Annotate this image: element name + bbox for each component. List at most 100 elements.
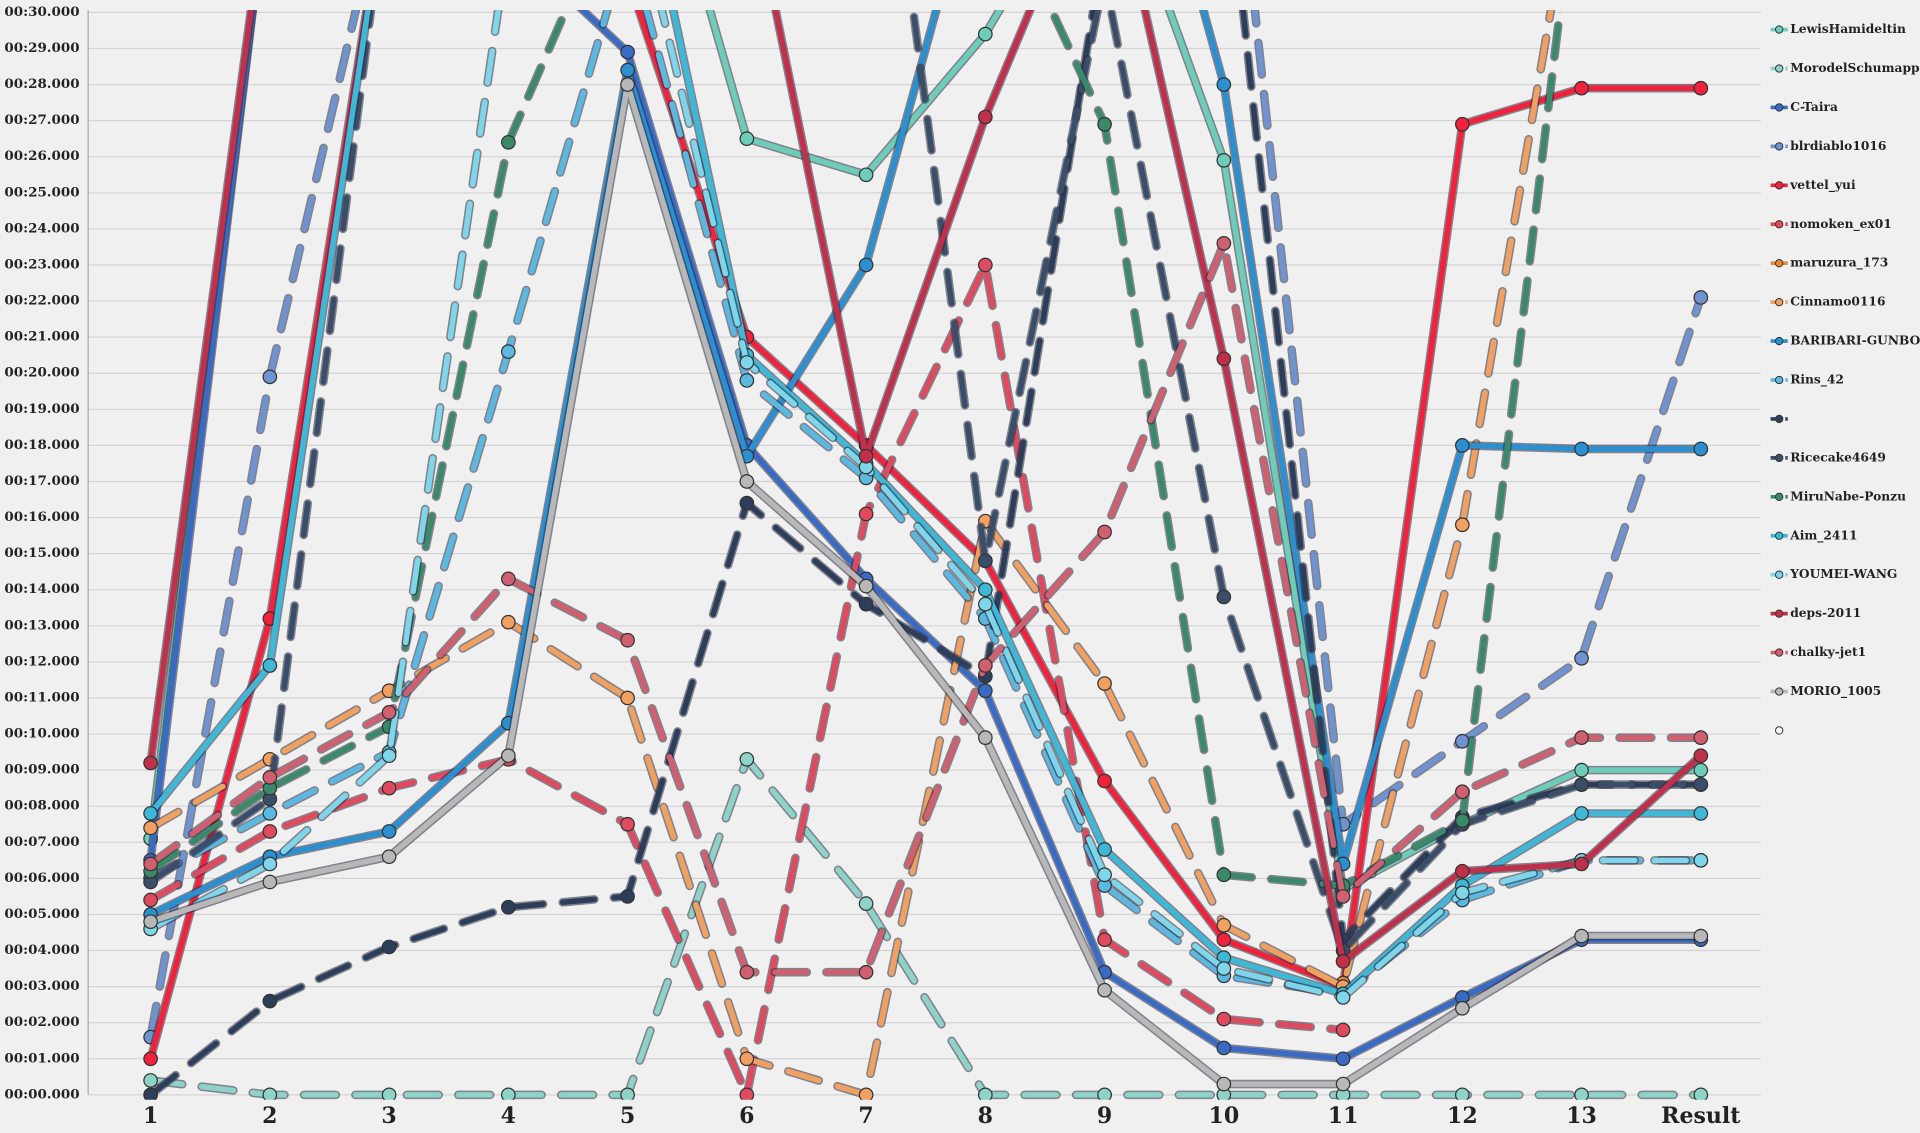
- point: [1574, 928, 1589, 944]
- y-tick-label: 00:28.000: [4, 76, 79, 92]
- series-line: [147, 9, 1704, 1098]
- point: [1454, 863, 1470, 879]
- point: [739, 751, 755, 767]
- legend-marker: [1775, 687, 1784, 696]
- legend-label: Rins_42: [1790, 373, 1844, 388]
- series-line: [147, 9, 1704, 954]
- x-tick-label: 6: [739, 1103, 754, 1129]
- point: [1454, 438, 1470, 453]
- point: [620, 77, 635, 92]
- y-tick-label: 00:16.000: [4, 509, 79, 525]
- y-tick-label: 00:10.000: [4, 726, 79, 742]
- series-line: [147, 756, 1704, 1098]
- point: [1335, 889, 1351, 904]
- point: [620, 690, 635, 706]
- y-tick-label: 00:18.000: [4, 437, 79, 453]
- legend-marker: [1775, 220, 1784, 229]
- y-tick-label: 00:05.000: [4, 906, 79, 922]
- point: [1097, 982, 1112, 998]
- legend-label: BARIBARI-GUNBOY: [1790, 334, 1920, 348]
- y-tick-label: 00:23.000: [4, 256, 79, 272]
- point: [620, 889, 635, 904]
- legend-marker: [1775, 181, 1784, 190]
- point: [501, 614, 516, 630]
- legend-marker: [1775, 453, 1784, 463]
- point: [739, 355, 755, 370]
- point: [501, 344, 516, 359]
- legend-marker: [1775, 414, 1784, 424]
- legend-marker: [1775, 103, 1784, 112]
- point: [1335, 1051, 1351, 1067]
- legend-marker: [1775, 375, 1784, 385]
- point: [262, 658, 278, 673]
- point: [1574, 1087, 1589, 1100]
- point: [1454, 885, 1470, 901]
- point: [1097, 932, 1112, 948]
- point: [143, 1087, 158, 1100]
- point: [381, 705, 397, 720]
- point: [1693, 806, 1709, 821]
- point: [620, 632, 635, 648]
- legend-marker: [1775, 492, 1784, 501]
- x-tick-label: 11: [1328, 1103, 1359, 1129]
- point: [620, 1087, 635, 1100]
- point: [1693, 928, 1709, 944]
- point: [977, 1087, 993, 1100]
- y-tick-label: 00:08.000: [4, 798, 79, 814]
- point: [262, 824, 278, 839]
- legend-label: MiruNabe-Ponzu: [1790, 489, 1906, 503]
- legend-marker: [1775, 609, 1784, 618]
- point: [1335, 954, 1351, 969]
- legend: LewisHamideltin MorodelSchumappa C-Taira bl…: [1770, 22, 1920, 735]
- point: [1216, 235, 1232, 251]
- y-tick-label: 00:12.000: [4, 653, 79, 669]
- point: [977, 553, 993, 569]
- point: [143, 806, 158, 821]
- point: [381, 824, 397, 839]
- point: [739, 495, 755, 511]
- point: [501, 134, 516, 150]
- point: [143, 820, 158, 836]
- series-line: [147, 9, 1704, 1040]
- point: [858, 964, 874, 980]
- y-tick-label: 00:03.000: [4, 978, 79, 994]
- point: [858, 578, 874, 594]
- point: [1454, 116, 1470, 132]
- x-tick-label: Result: [1661, 1103, 1741, 1129]
- legend-marker: [1775, 570, 1784, 579]
- point: [977, 26, 993, 42]
- point: [1216, 153, 1232, 168]
- point: [143, 914, 158, 930]
- point: [1216, 1040, 1232, 1056]
- x-tick-label: 1: [143, 1103, 158, 1129]
- plot-area: [143, 9, 1709, 1100]
- y-tick-label: 00:14.000: [4, 581, 79, 597]
- y-tick-label: 00:27.000: [4, 112, 79, 128]
- point: [1574, 856, 1589, 872]
- series-line: [149, 9, 1701, 917]
- point: [1454, 1087, 1470, 1100]
- point: [739, 964, 755, 980]
- y-tick-label: 00:22.000: [4, 293, 79, 309]
- series-line: [147, 9, 1703, 965]
- legend-label: vettel_yui: [1789, 178, 1856, 193]
- point: [1216, 1011, 1232, 1027]
- point: [977, 683, 993, 699]
- point: [381, 939, 397, 955]
- point: [858, 596, 874, 612]
- series-line: [149, 81, 1701, 1087]
- y-tick-label: 00:09.000: [4, 762, 79, 778]
- series-line: [147, 9, 1701, 1062]
- point: [1693, 80, 1709, 96]
- point: [1216, 589, 1232, 605]
- point: [262, 874, 278, 890]
- legend-label: LewisHamideltin: [1790, 22, 1906, 36]
- y-tick-label: 00:13.000: [4, 617, 79, 633]
- point: [858, 257, 874, 273]
- point: [739, 373, 755, 388]
- point: [977, 730, 993, 746]
- point: [620, 44, 635, 60]
- point: [1097, 676, 1112, 691]
- point: [1097, 116, 1112, 132]
